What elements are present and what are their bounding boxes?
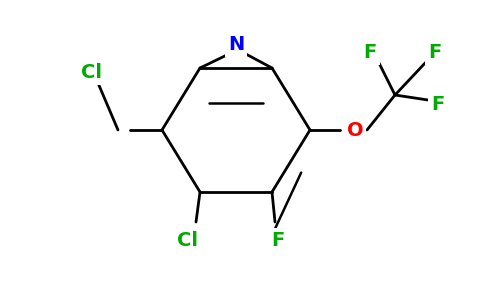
Text: O: O — [347, 121, 363, 140]
Text: Cl: Cl — [178, 230, 198, 250]
Text: N: N — [228, 35, 244, 55]
Text: Cl: Cl — [81, 64, 103, 83]
Text: F: F — [428, 44, 441, 62]
Text: F: F — [431, 95, 445, 115]
Text: F: F — [363, 44, 377, 62]
Text: F: F — [272, 230, 285, 250]
